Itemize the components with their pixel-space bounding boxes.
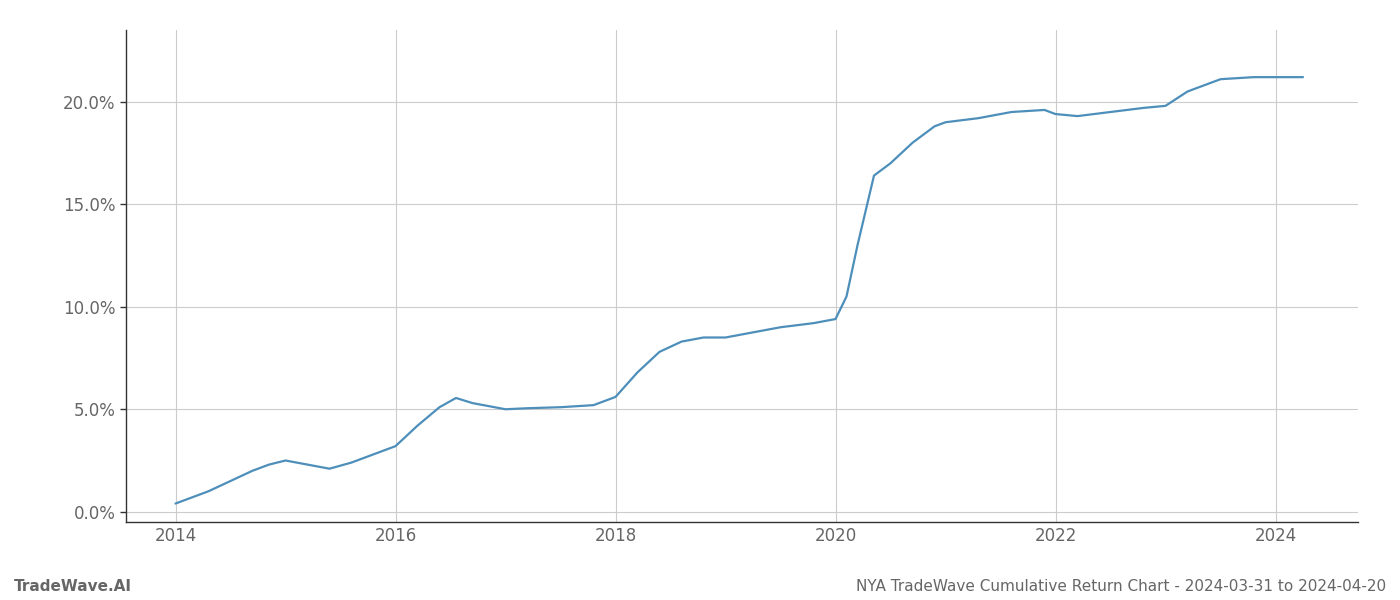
Text: TradeWave.AI: TradeWave.AI: [14, 579, 132, 594]
Text: NYA TradeWave Cumulative Return Chart - 2024-03-31 to 2024-04-20: NYA TradeWave Cumulative Return Chart - …: [855, 579, 1386, 594]
